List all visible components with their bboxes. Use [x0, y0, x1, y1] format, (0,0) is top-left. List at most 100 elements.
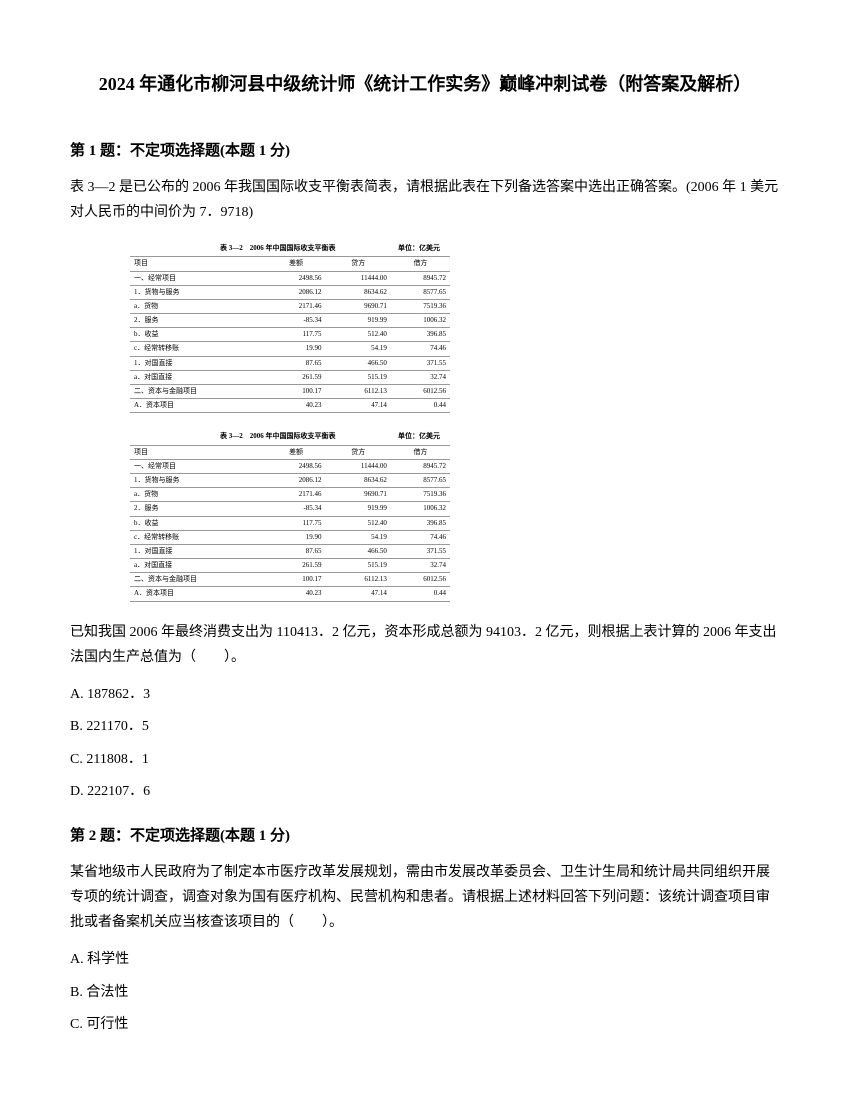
table-cell: 40.23 — [266, 587, 325, 601]
table-cell: 1．货物与服务 — [130, 285, 266, 299]
table-row: 1．货物与服务2086.128634.628577.65 — [130, 285, 450, 299]
table-row: 1．货物与服务2086.128634.628577.65 — [130, 473, 450, 487]
table-caption: 表 3—2 2006 年中国国际收支平衡表 单位：亿美元 — [130, 431, 450, 444]
table-cell: 二、资本与金融项目 — [130, 573, 266, 587]
q1-table-1: 表 3—2 2006 年中国国际收支平衡表 单位：亿美元 项目 差额 贷方 借方… — [130, 243, 780, 413]
col-1: 差额 — [266, 445, 325, 459]
q1-table-2: 表 3—2 2006 年中国国际收支平衡表 单位：亿美元 项目 差额 贷方 借方… — [130, 431, 780, 601]
table-row: A．资本项目40.2347.140.44 — [130, 587, 450, 601]
table-cell: 7519.36 — [391, 488, 450, 502]
q1-option-a[interactable]: A. 187862．3 — [70, 684, 780, 706]
table-cell: 1．对国直接 — [130, 544, 266, 558]
table-row: a．货物2171.469690.717519.36 — [130, 488, 450, 502]
balance-table-2: 表 3—2 2006 年中国国际收支平衡表 单位：亿美元 项目 差额 贷方 借方… — [130, 431, 450, 601]
table-cell: 二、资本与金融项目 — [130, 385, 266, 399]
table-cell: 54.19 — [326, 342, 391, 356]
col-3: 借方 — [391, 445, 450, 459]
q2-option-a[interactable]: A. 科学性 — [70, 949, 780, 971]
table-cell: A．资本项目 — [130, 587, 266, 601]
table-cell: -85.34 — [266, 314, 325, 328]
caption-left: 表 3—2 2006 年中国国际收支平衡表 — [220, 244, 336, 252]
table-cell: 117.75 — [266, 328, 325, 342]
table-cell: a．货物 — [130, 299, 266, 313]
table-cell: 47.14 — [326, 587, 391, 601]
q2-header: 第 2 题：不定项选择题(本题 1 分) — [70, 824, 780, 848]
table-cell: 87.65 — [266, 356, 325, 370]
table-row: c．经常转移账19.9054.1974.46 — [130, 342, 450, 356]
table-cell: 919.99 — [326, 314, 391, 328]
table-cell: 19.90 — [266, 342, 325, 356]
table-cell: 87.65 — [266, 544, 325, 558]
table-row: c．经常转移账19.9054.1974.46 — [130, 530, 450, 544]
balance-table-1: 表 3—2 2006 年中国国际收支平衡表 单位：亿美元 项目 差额 贷方 借方… — [130, 243, 450, 413]
table-row: 一、经常项目2498.5611444.008945.72 — [130, 271, 450, 285]
table-row: 2．服务-85.34919.991006.32 — [130, 314, 450, 328]
table-cell: a．货物 — [130, 488, 266, 502]
table-cell: 371.55 — [391, 544, 450, 558]
q1-option-c[interactable]: C. 211808．1 — [70, 749, 780, 771]
table-body-2: 一、经常项目2498.5611444.008945.721．货物与服务2086.… — [130, 459, 450, 601]
table-cell: 515.19 — [326, 559, 391, 573]
q2-option-b[interactable]: B. 合法性 — [70, 982, 780, 1004]
table-header-row: 项目 差额 贷方 借方 — [130, 445, 450, 459]
table-cell: 1．对国直接 — [130, 356, 266, 370]
table-row: a．对国直接261.59515.1932.74 — [130, 559, 450, 573]
table-cell: 8634.62 — [326, 285, 391, 299]
q2-question: 某省地级市人民政府为了制定本市医疗改革发展规划，需由市发展改革委员会、卫生计生局… — [70, 860, 780, 936]
table-row: 2．服务-85.34919.991006.32 — [130, 502, 450, 516]
q1-option-b[interactable]: B. 221170．5 — [70, 716, 780, 738]
table-cell: 7519.36 — [391, 299, 450, 313]
table-row: a．货物2171.469690.717519.36 — [130, 299, 450, 313]
table-cell: 2．服务 — [130, 502, 266, 516]
q2-option-c[interactable]: C. 可行性 — [70, 1014, 780, 1036]
table-row: a．对国直接261.59515.1932.74 — [130, 370, 450, 384]
page-title: 2024 年通化市柳河县中级统计师《统计工作实务》巅峰冲刺试卷（附答案及解析） — [70, 70, 780, 99]
table-cell: 8945.72 — [391, 459, 450, 473]
table-cell: 261.59 — [266, 559, 325, 573]
caption-right: 单位：亿美元 — [398, 243, 450, 254]
table-cell: 6012.56 — [391, 385, 450, 399]
table-cell: b．收益 — [130, 328, 266, 342]
table-cell: A．资本项目 — [130, 399, 266, 413]
q1-option-d[interactable]: D. 222107．6 — [70, 781, 780, 803]
table-cell: c．经常转移账 — [130, 530, 266, 544]
table-cell: 2171.46 — [266, 488, 325, 502]
col-0: 项目 — [130, 445, 266, 459]
table-cell: 1006.32 — [391, 502, 450, 516]
q1-intro: 表 3—2 是已公布的 2006 年我国国际收支平衡表简表，请根据此表在下列备选… — [70, 175, 780, 225]
table-cell: 2498.56 — [266, 459, 325, 473]
table-cell: 6112.13 — [326, 573, 391, 587]
table-cell: a．对国直接 — [130, 559, 266, 573]
table-cell: 8945.72 — [391, 271, 450, 285]
table-cell: 2086.12 — [266, 473, 325, 487]
table-cell: 40.23 — [266, 399, 325, 413]
table-cell: 74.46 — [391, 530, 450, 544]
table-cell: 0.44 — [391, 587, 450, 601]
table-cell: a．对国直接 — [130, 370, 266, 384]
caption-right: 单位：亿美元 — [398, 431, 450, 442]
table-cell: 74.46 — [391, 342, 450, 356]
table-cell: 396.85 — [391, 516, 450, 530]
table-cell: 6112.13 — [326, 385, 391, 399]
table-row: 二、资本与金融项目100.176112.136012.56 — [130, 385, 450, 399]
caption-left: 表 3—2 2006 年中国国际收支平衡表 — [220, 432, 336, 440]
table-cell: 9690.71 — [326, 299, 391, 313]
table-cell: 515.19 — [326, 370, 391, 384]
table-cell: 2171.46 — [266, 299, 325, 313]
table-body-1: 一、经常项目2498.5611444.008945.721．货物与服务2086.… — [130, 271, 450, 413]
table-row: b．收益117.75512.40396.85 — [130, 328, 450, 342]
table-cell: 一、经常项目 — [130, 271, 266, 285]
q1-header: 第 1 题：不定项选择题(本题 1 分) — [70, 139, 780, 163]
table-cell: b．收益 — [130, 516, 266, 530]
table-cell: 1006.32 — [391, 314, 450, 328]
table-cell: 466.50 — [326, 544, 391, 558]
table-cell: 8577.65 — [391, 285, 450, 299]
table-cell: 一、经常项目 — [130, 459, 266, 473]
col-2: 贷方 — [326, 445, 391, 459]
q1-options: A. 187862．3 B. 221170．5 C. 211808．1 D. 2… — [70, 684, 780, 804]
table-cell: 1．货物与服务 — [130, 473, 266, 487]
q1-question: 已知我国 2006 年最终消费支出为 110413．2 亿元，资本形成总额为 9… — [70, 620, 780, 670]
col-1: 差额 — [266, 257, 325, 271]
col-2: 贷方 — [326, 257, 391, 271]
table-cell: 11444.00 — [326, 459, 391, 473]
